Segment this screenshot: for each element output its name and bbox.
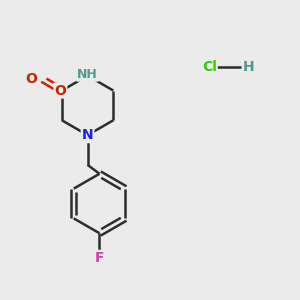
Text: O: O [25,72,37,86]
Text: O: O [54,84,66,98]
Text: Cl: Cl [202,60,217,74]
Text: N: N [82,128,93,142]
Text: H: H [242,60,254,74]
Text: F: F [95,251,104,265]
Text: NH: NH [77,68,98,81]
